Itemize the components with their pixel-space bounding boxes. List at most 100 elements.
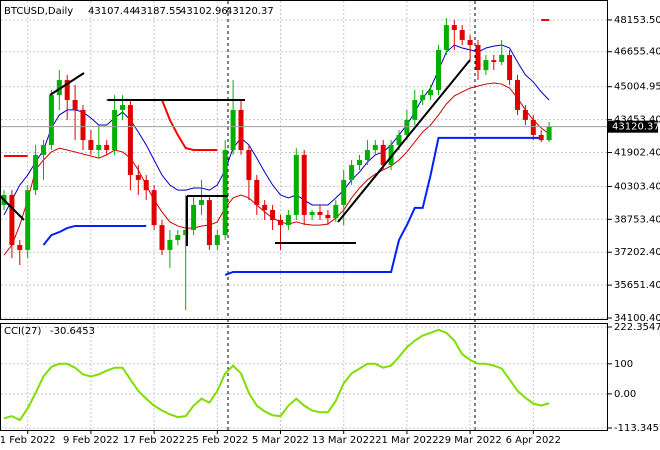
candle-body xyxy=(483,60,489,71)
y-tick-label: 222.3547 xyxy=(614,322,660,333)
x-tick-label: 5 Mar 2022 xyxy=(252,435,309,446)
candle-body xyxy=(515,80,520,110)
indicator-line xyxy=(3,44,550,216)
trendline xyxy=(337,59,471,223)
candle-body xyxy=(127,105,133,176)
y-tick-label: 38753.40 xyxy=(614,214,660,225)
candle-body xyxy=(349,165,355,180)
candle-body xyxy=(491,60,497,62)
y-tick-label: 48153.50 xyxy=(614,15,660,26)
candle-body xyxy=(199,200,204,205)
candle-body xyxy=(317,211,323,215)
candle-body xyxy=(135,175,141,180)
candle-body xyxy=(357,159,362,166)
candle-body xyxy=(48,95,54,145)
candle-body xyxy=(191,204,197,230)
candle-body xyxy=(151,190,157,226)
candle-body xyxy=(499,54,505,62)
candle-body xyxy=(459,29,465,40)
candle-body xyxy=(9,194,15,246)
current-price-label: 43120.37 xyxy=(612,122,660,133)
candle-body xyxy=(206,200,212,246)
cci-title: CCI(27) xyxy=(4,326,42,337)
candle-body xyxy=(270,210,276,221)
y-tick-label: 45004.95 xyxy=(614,82,660,93)
y-tick-label: 0.00 xyxy=(614,389,636,400)
candle-body xyxy=(167,239,173,250)
main-panel-frame xyxy=(0,0,608,320)
y-tick-label: 35651.40 xyxy=(614,280,660,291)
candle-body xyxy=(388,144,394,166)
candle-body xyxy=(420,95,426,100)
candle-body xyxy=(88,140,94,151)
y-tick-label: 34100.40 xyxy=(614,313,660,324)
indicator-line xyxy=(3,82,550,256)
header-value: 43107.44 xyxy=(88,6,136,17)
cci-current-value: -30.6453 xyxy=(50,326,95,337)
y-tick-label: 100 xyxy=(614,359,633,370)
x-tick-label: 21 Mar 2022 xyxy=(375,435,438,446)
candle-body xyxy=(538,134,544,141)
candle-body xyxy=(530,119,536,135)
cci-line xyxy=(3,328,550,422)
candle-body xyxy=(301,154,307,215)
x-tick-label: 29 Mar 2022 xyxy=(438,435,501,446)
candle-body xyxy=(17,245,23,250)
candle-body xyxy=(436,49,441,90)
candle-body xyxy=(112,109,118,151)
candle-body xyxy=(451,25,457,30)
candle-body xyxy=(159,225,165,250)
candle-body xyxy=(333,204,339,219)
indicator-line xyxy=(224,136,542,276)
candle-body xyxy=(262,204,268,211)
candle-body xyxy=(25,190,31,250)
candle-body xyxy=(293,154,299,215)
candle-body xyxy=(396,134,402,145)
candle-body xyxy=(404,119,410,135)
trendline xyxy=(0,195,25,221)
symbol-title: BTCUSD,Daily xyxy=(4,6,73,17)
candle-body xyxy=(246,150,252,180)
x-tick-label: 13 Mar 2022 xyxy=(312,435,375,446)
cci-panel-frame xyxy=(0,323,608,431)
candle-body xyxy=(175,235,181,240)
candle-body xyxy=(222,150,228,236)
candle-body xyxy=(428,89,434,96)
candle-body xyxy=(120,105,125,110)
indicator-line xyxy=(42,224,147,246)
x-tick-label: 9 Feb 2022 xyxy=(63,435,119,446)
candle-body xyxy=(254,179,260,205)
candle-body xyxy=(143,179,149,191)
candle-body xyxy=(443,25,449,50)
candle-body xyxy=(214,235,220,246)
header-value: 43102.96 xyxy=(180,6,228,17)
candle-body xyxy=(380,144,386,166)
candle-body xyxy=(285,214,291,226)
candle-body xyxy=(341,179,347,205)
candle-body xyxy=(72,99,78,110)
y-tick-label: 41902.40 xyxy=(614,148,660,159)
candle-body xyxy=(507,54,513,81)
candle-body xyxy=(467,39,473,46)
y-tick-label: 46655.40 xyxy=(614,47,660,58)
header-value: 43187.55 xyxy=(134,6,182,17)
trendlines xyxy=(0,59,471,246)
trendline xyxy=(49,72,85,96)
current-price-tag xyxy=(608,120,658,133)
candle-body xyxy=(230,109,236,151)
candle-body xyxy=(278,220,283,226)
y-tick-label: 43453.40 xyxy=(614,115,660,126)
candle-body xyxy=(80,109,86,141)
candle-body xyxy=(412,99,418,120)
x-tick-label: 17 Feb 2022 xyxy=(123,435,185,446)
y-tick-label: 37202.40 xyxy=(614,247,660,258)
candle-body xyxy=(475,45,481,71)
candle-body xyxy=(238,109,244,151)
candle-body xyxy=(183,229,189,236)
candle-body xyxy=(364,150,370,160)
candle-body xyxy=(325,214,331,219)
candle-body xyxy=(309,211,315,215)
candle-body xyxy=(33,154,39,191)
